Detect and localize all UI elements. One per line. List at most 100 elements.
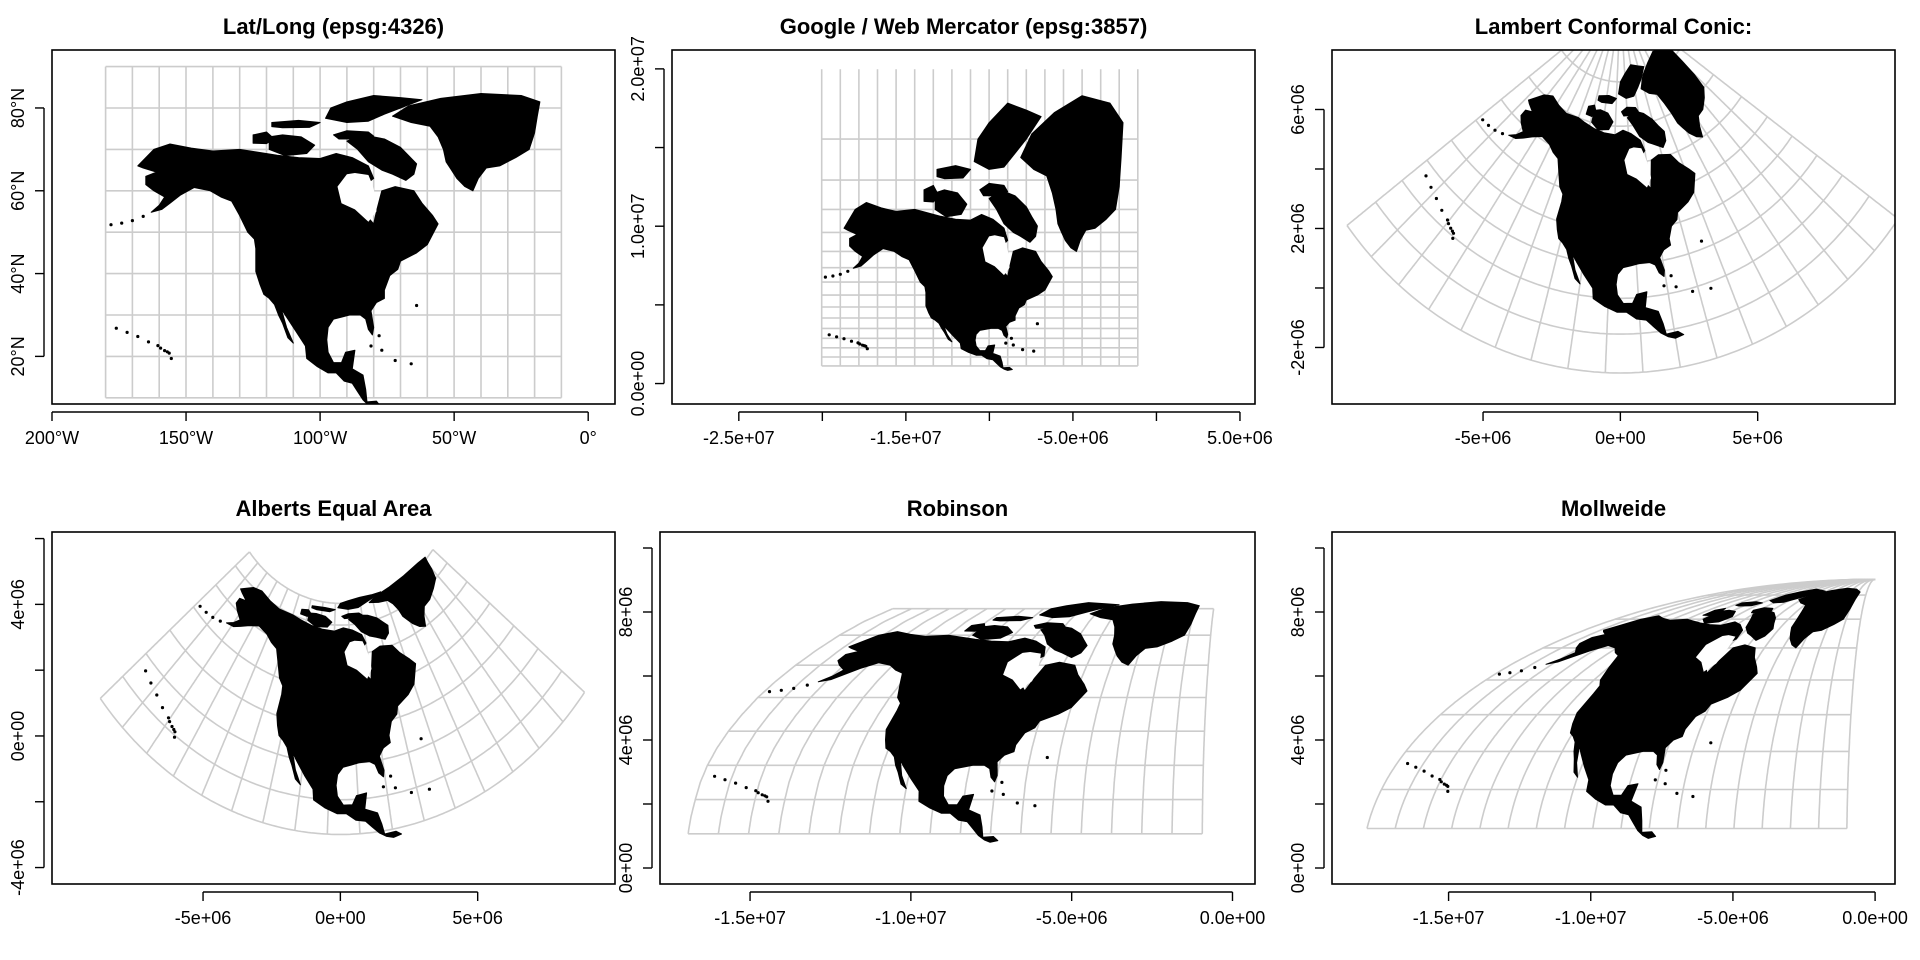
island-dot xyxy=(419,737,423,741)
landmass-2 xyxy=(988,189,1038,243)
island-dot xyxy=(1533,665,1537,670)
island-dot xyxy=(827,333,831,337)
plot-frame xyxy=(659,531,1256,885)
y-tick-label: 8e+06 xyxy=(1288,587,1308,638)
graticule-line xyxy=(1507,578,1876,829)
island-dot xyxy=(1434,196,1438,201)
graticule-line xyxy=(121,562,259,728)
land-masses xyxy=(109,93,541,404)
island-dot xyxy=(169,356,173,361)
panel-title: Alberts Equal Area xyxy=(235,496,432,521)
y-tick-label: 6e+06 xyxy=(1288,84,1308,135)
island-dot xyxy=(1422,769,1426,773)
island-dot xyxy=(1446,789,1450,794)
island-dot xyxy=(1004,341,1008,345)
panel-title: Mollweide xyxy=(1561,496,1666,521)
graticule-line xyxy=(1366,578,1876,829)
island-dot xyxy=(156,344,160,348)
landmass-7 xyxy=(936,165,971,180)
x-tick-label: -5e+06 xyxy=(1455,428,1512,448)
island-dot xyxy=(756,791,760,795)
panel-title: Google / Web Mercator (epsg:3857) xyxy=(780,14,1148,39)
island-dot xyxy=(766,799,770,803)
y-tick-label: 0.0e+00 xyxy=(628,351,648,417)
landmass-2 xyxy=(348,614,389,640)
island-dot xyxy=(1653,778,1657,782)
graticule-line xyxy=(432,548,586,693)
graticule-line xyxy=(1422,578,1876,829)
landmass-3 xyxy=(1618,64,1645,99)
island-dot xyxy=(109,223,113,227)
island-dot xyxy=(723,778,727,782)
island-dot xyxy=(1000,780,1004,785)
y-tick-label: 80°N xyxy=(8,88,28,128)
island-dot xyxy=(1663,782,1667,786)
hudson-bay xyxy=(344,640,372,679)
island-dot xyxy=(149,681,153,685)
landmass-5 xyxy=(300,608,313,617)
island-dot xyxy=(779,688,783,692)
island-dot xyxy=(1011,343,1015,347)
island-dot xyxy=(849,339,854,343)
island-dot xyxy=(1440,208,1444,212)
island-dot xyxy=(1429,185,1433,189)
x-tick-label: -5.0e+06 xyxy=(1036,908,1108,928)
land-masses xyxy=(713,601,1200,843)
landmass-1 xyxy=(368,556,437,627)
panel-title: Robinson xyxy=(907,496,1008,521)
graticule-line xyxy=(1346,222,1895,374)
map-panel-moll: Mollweide -1.5e+07 -1.0e+07 -5.0e+06 0.0e+00… xyxy=(1288,496,1908,928)
island-dot xyxy=(805,683,809,687)
plot-frame xyxy=(51,531,616,885)
island-dot xyxy=(1424,174,1428,178)
landmass-7 xyxy=(311,605,336,613)
island-dot xyxy=(163,349,167,353)
landmass-6 xyxy=(1621,106,1639,117)
y-tick-label: 60°N xyxy=(8,171,28,211)
graticule-line xyxy=(1050,608,1120,834)
x-tick-label: -2.5e+07 xyxy=(703,428,775,448)
x-tick-label: 200°W xyxy=(25,428,79,448)
hudson-bay xyxy=(982,235,1010,276)
island-dot xyxy=(1445,218,1450,222)
y-tick-label: -2e+06 xyxy=(1288,319,1308,376)
graticule-line xyxy=(99,691,586,836)
island-dot xyxy=(1709,741,1713,745)
x-tick-label: 0.0e+00 xyxy=(1200,908,1266,928)
map-panel-latlong: Lat/Long (epsg:4326) 200°W 150°W 100°W 50°W 0… xyxy=(8,14,616,448)
landmass-7 xyxy=(1597,95,1617,105)
landmass-1 xyxy=(1640,50,1705,138)
landmass-5 xyxy=(1702,607,1726,616)
island-dot xyxy=(381,785,385,789)
island-dot xyxy=(1519,669,1523,673)
plot-frame xyxy=(671,49,1256,405)
graticule-line xyxy=(1638,50,1754,345)
graticule-line xyxy=(1201,608,1215,834)
graticule-line xyxy=(99,551,250,699)
x-tick-label: -5.0e+06 xyxy=(1697,908,1769,928)
landmass-1 xyxy=(1020,95,1124,252)
island-dot xyxy=(1032,349,1036,353)
graticule-line xyxy=(1427,50,1592,310)
graticule-line xyxy=(687,607,894,834)
landmass-7 xyxy=(1735,601,1763,607)
island-dot xyxy=(1450,229,1454,233)
graticule-line xyxy=(1370,50,1575,258)
island-dot xyxy=(155,693,159,697)
island-dot xyxy=(141,214,145,218)
x-tick-label: -1.5e+07 xyxy=(714,908,786,928)
hudson-bay xyxy=(1695,635,1736,672)
landmass-0 xyxy=(1508,94,1696,339)
island-dot xyxy=(754,789,758,793)
island-dot xyxy=(1699,239,1704,243)
x-tick-label: 0° xyxy=(580,428,597,448)
island-dot xyxy=(159,346,163,350)
island-dot xyxy=(831,274,835,278)
landmass-6 xyxy=(1751,607,1774,614)
landmass-2 xyxy=(1040,625,1088,659)
map-panel-merc: Google / Web Mercator (epsg:3857) -2.5e+0… xyxy=(628,14,1273,448)
landmass-0 xyxy=(137,143,439,404)
landmass-1 xyxy=(392,93,541,192)
plot-frame xyxy=(51,49,616,405)
graticule-line xyxy=(1394,578,1876,829)
